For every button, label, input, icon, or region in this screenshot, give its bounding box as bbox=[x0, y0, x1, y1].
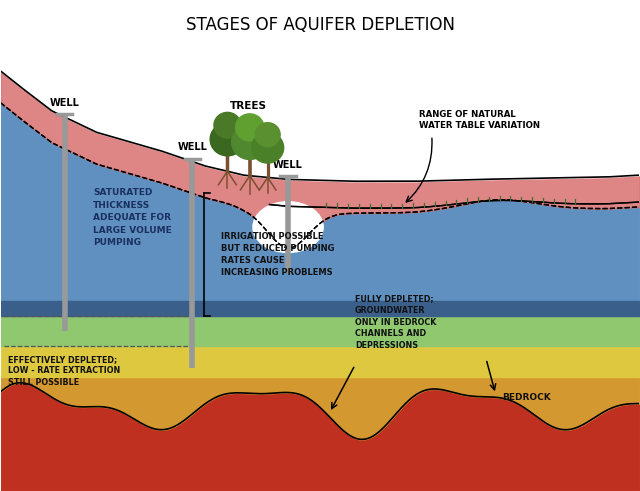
Text: FULLY DEPLETED;
GROUNDWATER
ONLY IN BEDROCK
CHANNELS AND
DEPRESSIONS: FULLY DEPLETED; GROUNDWATER ONLY IN BEDR… bbox=[355, 294, 436, 350]
Circle shape bbox=[210, 123, 244, 156]
Text: WELL: WELL bbox=[273, 160, 303, 170]
Circle shape bbox=[236, 114, 264, 141]
Text: BEDROCK: BEDROCK bbox=[502, 393, 551, 402]
Text: IRRIGATION POSSIBLE
BUT REDUCED PUMPING
RATES CAUSE
INCREASING PROBLEMS: IRRIGATION POSSIBLE BUT REDUCED PUMPING … bbox=[221, 232, 335, 277]
Circle shape bbox=[255, 123, 280, 147]
Text: EFFECTIVELY DEPLETED;
LOW - RATE EXTRACTION
STILL POSSIBLE: EFFECTIVELY DEPLETED; LOW - RATE EXTRACT… bbox=[8, 355, 120, 387]
Text: STAGES OF AQUIFER DEPLETION: STAGES OF AQUIFER DEPLETION bbox=[186, 16, 454, 34]
Circle shape bbox=[252, 133, 284, 163]
Text: WELL: WELL bbox=[50, 98, 79, 108]
Text: SATURATED
THICKNESS
ADEQUATE FOR
LARGE VOLUME
PUMPING: SATURATED THICKNESS ADEQUATE FOR LARGE V… bbox=[93, 189, 172, 247]
Text: TREES: TREES bbox=[230, 101, 267, 111]
Circle shape bbox=[214, 112, 241, 138]
Circle shape bbox=[232, 125, 268, 160]
Text: WELL: WELL bbox=[177, 142, 207, 152]
Text: RANGE OF NATURAL
WATER TABLE VARIATION: RANGE OF NATURAL WATER TABLE VARIATION bbox=[419, 109, 540, 131]
Ellipse shape bbox=[253, 202, 323, 252]
